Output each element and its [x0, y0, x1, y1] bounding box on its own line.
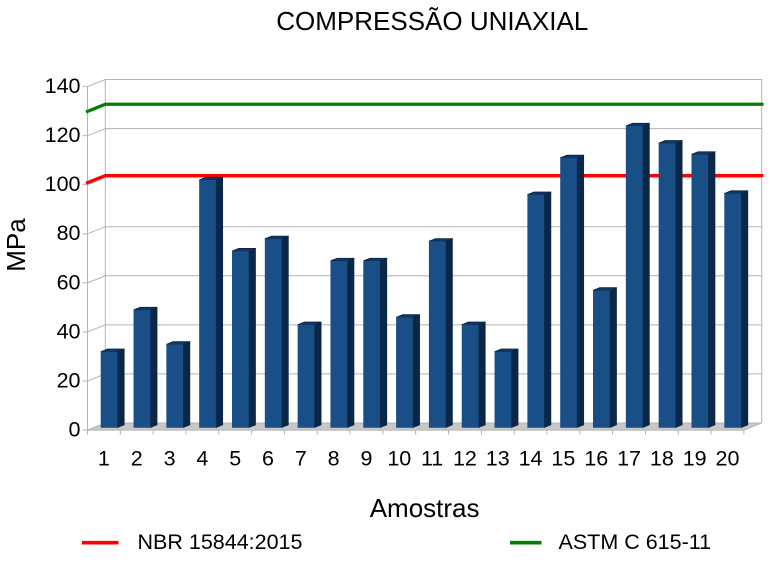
- svg-text:60: 60: [57, 270, 81, 294]
- svg-text:COMPRESSÃO UNIAXIAL: COMPRESSÃO UNIAXIAL: [276, 6, 588, 36]
- svg-text:8: 8: [328, 446, 340, 470]
- svg-text:13: 13: [486, 446, 510, 470]
- svg-text:15: 15: [551, 446, 575, 470]
- svg-text:120: 120: [45, 123, 81, 147]
- svg-text:0: 0: [69, 418, 81, 442]
- svg-text:4: 4: [196, 446, 208, 470]
- svg-text:MPa: MPa: [1, 218, 31, 272]
- svg-text:12: 12: [453, 446, 477, 470]
- svg-text:80: 80: [57, 221, 81, 245]
- svg-text:6: 6: [262, 446, 274, 470]
- svg-text:11: 11: [421, 446, 443, 470]
- svg-text:100: 100: [45, 172, 81, 196]
- svg-text:7: 7: [295, 446, 307, 470]
- svg-text:Amostras: Amostras: [370, 493, 480, 523]
- svg-text:20: 20: [716, 446, 740, 470]
- svg-text:1: 1: [98, 446, 110, 470]
- svg-text:40: 40: [57, 319, 81, 343]
- svg-text:17: 17: [617, 446, 641, 470]
- svg-text:14: 14: [519, 446, 543, 470]
- svg-text:20: 20: [57, 368, 81, 392]
- svg-text:2: 2: [131, 446, 143, 470]
- svg-text:10: 10: [387, 446, 411, 470]
- svg-text:18: 18: [650, 446, 674, 470]
- svg-text:3: 3: [164, 446, 176, 470]
- svg-text:ASTM C 615-11: ASTM C 615-11: [559, 530, 712, 554]
- svg-text:9: 9: [360, 446, 372, 470]
- svg-text:5: 5: [229, 446, 241, 470]
- svg-text:140: 140: [45, 74, 81, 98]
- svg-text:NBR 15844:2015: NBR 15844:2015: [138, 530, 303, 554]
- svg-text:16: 16: [584, 446, 608, 470]
- svg-text:19: 19: [683, 446, 707, 470]
